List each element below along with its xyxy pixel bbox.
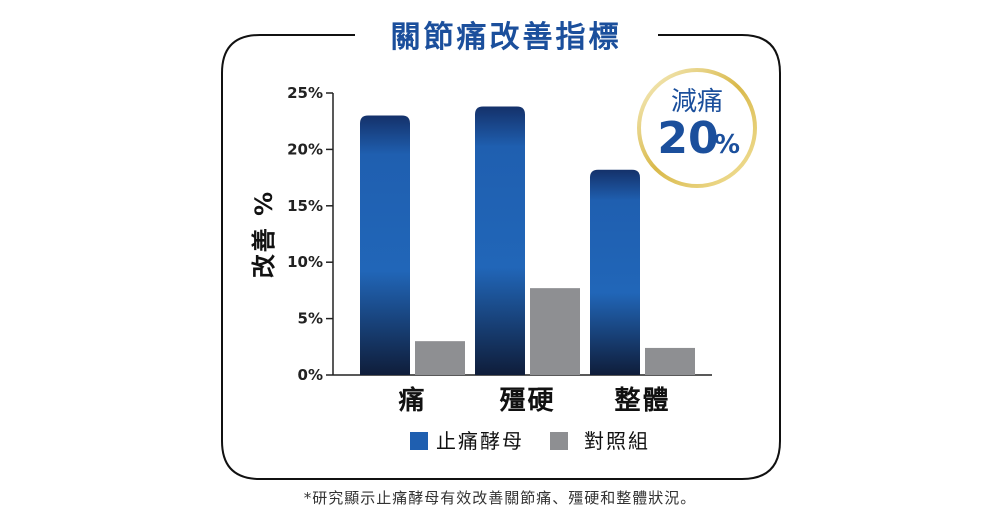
- footnote: *研究顯示止痛酵母有效改善關節痛、殭硬和整體狀況。: [304, 489, 697, 507]
- y-axis-label: 改善 %: [250, 190, 278, 278]
- bar-series-2-cat-3: [645, 347, 695, 375]
- category-labels: 痛 殭硬 整體: [398, 385, 670, 416]
- badge-top-text: 減痛: [671, 87, 723, 117]
- y-tick-label: 10%: [287, 253, 323, 271]
- chart-title: 關節痛改善指標: [391, 20, 622, 55]
- chart-frame: [221, 34, 781, 480]
- y-tick-label: 15%: [287, 197, 323, 215]
- y-tick-label: 25%: [287, 84, 323, 102]
- bars: [360, 106, 695, 375]
- reduction-badge: 減痛 20 %: [637, 68, 757, 188]
- badge-ring: [637, 68, 757, 188]
- legend-label-series-2: 對照組: [584, 429, 650, 453]
- category-label: 痛: [398, 385, 426, 416]
- bar-series-1-cat-3: [590, 169, 640, 375]
- badge-value: 20: [657, 113, 718, 164]
- y-ticks: 0% 5% 10% 15% 20% 25%: [287, 84, 333, 384]
- legend-swatch-series-1: [410, 432, 428, 450]
- legend: 止痛酵母 對照組: [410, 429, 650, 453]
- category-label: 殭硬: [499, 386, 555, 416]
- legend-swatch-series-2: [550, 432, 568, 450]
- badge-unit: %: [714, 130, 740, 160]
- bar-series-1-cat-2: [475, 106, 525, 375]
- bar-series-2-cat-2: [530, 288, 580, 375]
- y-tick-label: 5%: [298, 310, 323, 328]
- bar-series-1-cat-1: [360, 115, 410, 375]
- bar-series-2-cat-1: [415, 341, 465, 375]
- y-tick-label: 20%: [287, 140, 323, 158]
- y-tick-label: 0%: [298, 366, 323, 384]
- category-label: 整體: [614, 385, 670, 416]
- legend-label-series-1: 止痛酵母: [436, 429, 524, 453]
